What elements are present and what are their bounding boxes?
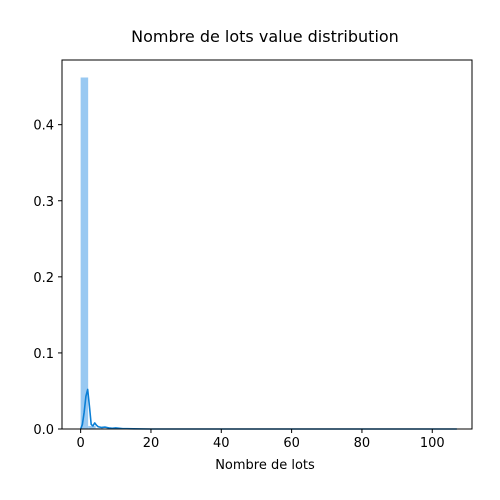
x-tick-label: 80 [354, 436, 371, 451]
x-tick-label: 100 [420, 436, 445, 451]
chart-title: Nombre de lots value distribution [131, 27, 399, 46]
plot-frame [61, 59, 473, 430]
x-tick-label: 40 [213, 436, 230, 451]
y-tick-label: 0.2 [33, 271, 54, 286]
x-tick-label: 20 [143, 436, 160, 451]
x-axis-label: Nombre de lots [215, 458, 315, 473]
x-axis: 0 20 40 60 80 100 [76, 429, 445, 451]
x-tick-label: 60 [283, 436, 300, 451]
y-tick-label: 0.4 [33, 119, 54, 134]
y-axis: 0.0 0.1 0.2 0.3 0.4 [33, 119, 62, 438]
density-line [79, 388, 457, 430]
y-tick-label: 0.0 [33, 423, 54, 438]
y-tick-label: 0.1 [33, 347, 54, 362]
histogram-bar [88, 425, 96, 429]
x-tick-label: 0 [76, 436, 84, 451]
y-tick-label: 0.3 [33, 195, 54, 210]
histogram-bar [80, 77, 89, 430]
plot-area [79, 77, 457, 430]
